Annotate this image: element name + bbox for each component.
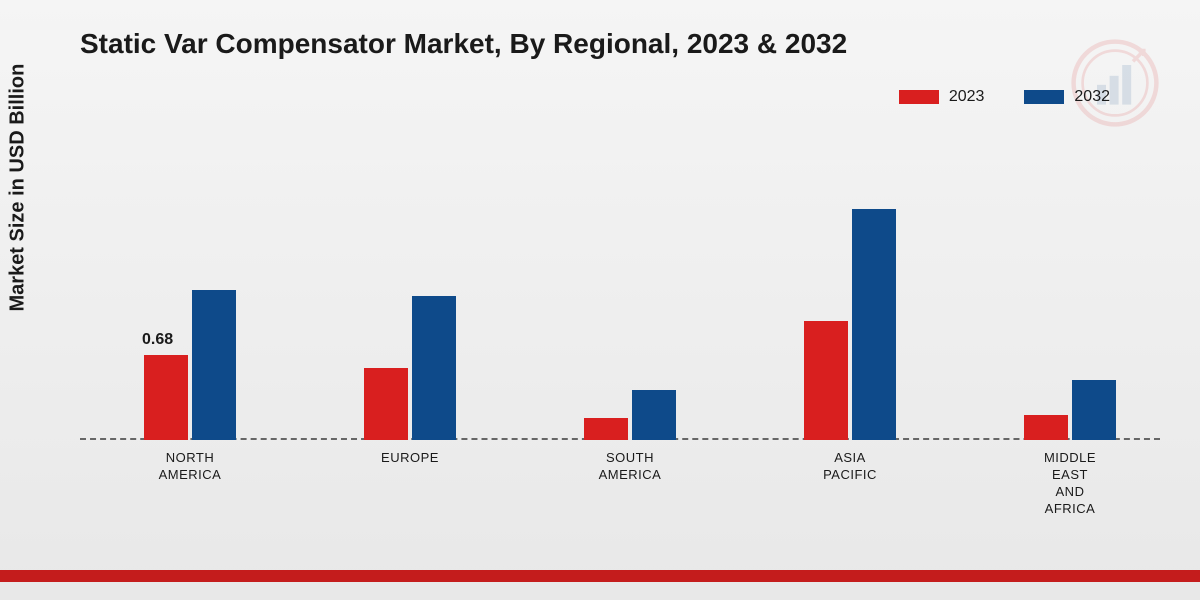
bar-group-north_america xyxy=(144,290,236,440)
bar-2032-asia_pacific xyxy=(852,209,896,440)
bar-2023-south_america xyxy=(584,418,628,441)
x-label-asia_pacific: ASIAPACIFIC xyxy=(800,450,900,484)
x-label-south_america: SOUTHAMERICA xyxy=(580,450,680,484)
bar-2032-south_america xyxy=(632,390,676,440)
bar-2023-middle_east_africa xyxy=(1024,415,1068,440)
bar-group-middle_east_africa xyxy=(1024,380,1116,440)
y-axis-label: Market Size in USD Billion xyxy=(7,64,30,312)
value-label-north_america: 0.68 xyxy=(142,331,173,349)
bar-group-asia_pacific xyxy=(804,209,896,440)
bar-2032-middle_east_africa xyxy=(1072,380,1116,440)
bar-2032-europe xyxy=(412,296,456,440)
brand-logo-icon xyxy=(1070,38,1160,128)
x-label-north_america: NORTHAMERICA xyxy=(140,450,240,484)
bar-2032-north_america xyxy=(192,290,236,440)
legend-item-2023: 2023 xyxy=(899,88,985,106)
footer-accent-bar xyxy=(0,570,1200,582)
bar-group-europe xyxy=(364,296,456,440)
x-label-europe: EUROPE xyxy=(360,450,460,467)
bar-2023-asia_pacific xyxy=(804,321,848,440)
legend: 2023 2032 xyxy=(899,88,1110,106)
bar-2023-europe xyxy=(364,368,408,441)
legend-swatch-2032 xyxy=(1024,90,1064,104)
bar-group-south_america xyxy=(584,390,676,440)
chart-title: Static Var Compensator Market, By Region… xyxy=(80,28,847,60)
bar-2023-north_america xyxy=(144,355,188,440)
legend-swatch-2023 xyxy=(899,90,939,104)
legend-label-2023: 2023 xyxy=(949,88,985,106)
x-label-middle_east_africa: MIDDLEEASTANDAFRICA xyxy=(1020,450,1120,518)
legend-item-2032: 2032 xyxy=(1024,88,1110,106)
chart-plot-area: 0.68 xyxy=(80,140,1160,440)
legend-label-2032: 2032 xyxy=(1074,88,1110,106)
